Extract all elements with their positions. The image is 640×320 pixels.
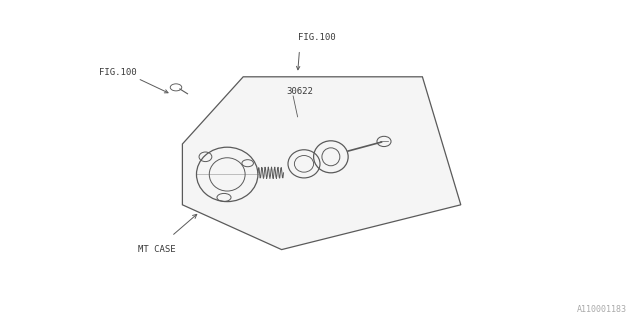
Text: FIG.100: FIG.100 xyxy=(99,68,137,77)
Text: MT CASE: MT CASE xyxy=(138,245,175,254)
Text: 30622: 30622 xyxy=(287,87,314,96)
Polygon shape xyxy=(182,77,461,250)
Text: FIG.100: FIG.100 xyxy=(298,33,335,42)
Text: A110001183: A110001183 xyxy=(577,305,627,314)
